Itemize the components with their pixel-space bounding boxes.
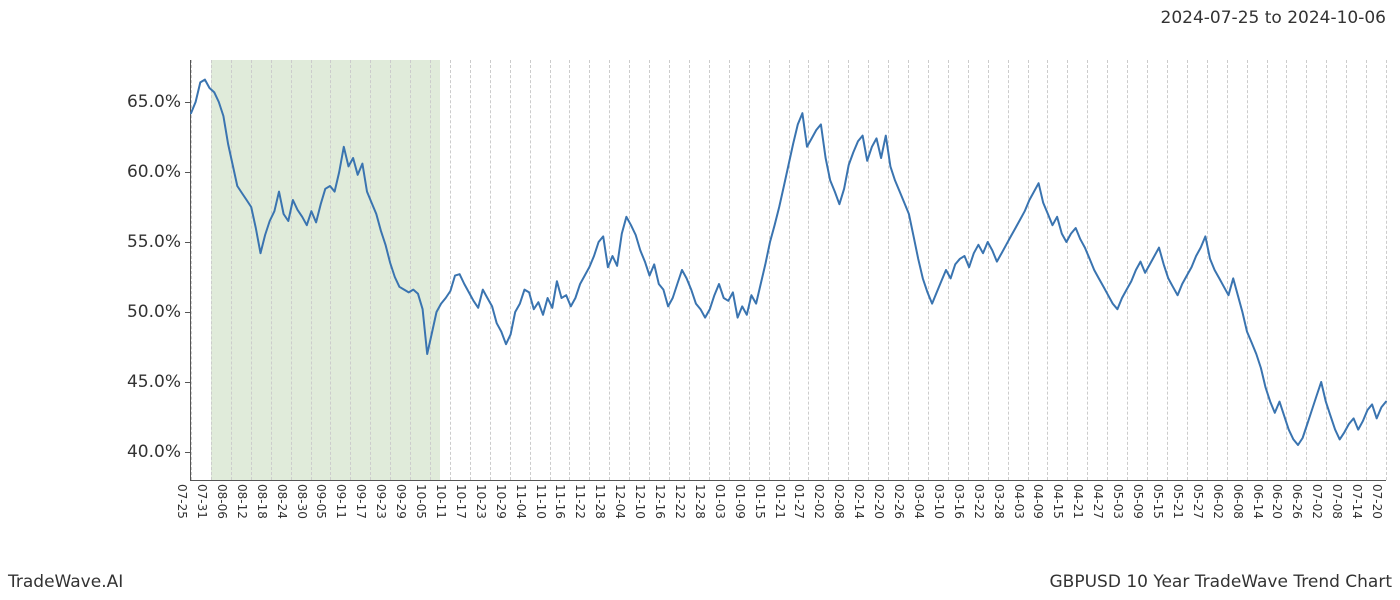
xtick-label: 11-28 bbox=[593, 484, 607, 519]
ytick-label: 55.0% bbox=[127, 232, 191, 252]
xtick-label: 03-22 bbox=[972, 484, 986, 519]
series-line bbox=[191, 60, 1386, 480]
xtick-label: 03-04 bbox=[912, 484, 926, 519]
xtick-label: 07-20 bbox=[1370, 484, 1384, 519]
xtick-label: 12-16 bbox=[653, 484, 667, 519]
ytick-label: 50.0% bbox=[127, 302, 191, 322]
xtick-label: 03-16 bbox=[952, 484, 966, 519]
xtick-label: 08-12 bbox=[235, 484, 249, 519]
xtick-label: 06-20 bbox=[1270, 484, 1284, 519]
xtick-label: 06-08 bbox=[1231, 484, 1245, 519]
xtick-label: 10-29 bbox=[494, 484, 508, 519]
ytick-label: 65.0% bbox=[127, 92, 191, 112]
xtick-label: 02-14 bbox=[852, 484, 866, 519]
xtick-label: 07-14 bbox=[1350, 484, 1364, 519]
xtick-label: 05-21 bbox=[1171, 484, 1185, 519]
xtick-label: 08-18 bbox=[255, 484, 269, 519]
xtick-label: 09-11 bbox=[334, 484, 348, 519]
xtick-label: 04-03 bbox=[1012, 484, 1026, 519]
xtick-label: 12-10 bbox=[633, 484, 647, 519]
xtick-label: 11-22 bbox=[573, 484, 587, 519]
xtick-label: 10-05 bbox=[414, 484, 428, 519]
xtick-label: 08-24 bbox=[275, 484, 289, 519]
xtick-label: 09-29 bbox=[394, 484, 408, 519]
xtick-label: 10-23 bbox=[474, 484, 488, 519]
xtick-label: 08-06 bbox=[215, 484, 229, 519]
chart-title: GBPUSD 10 Year TradeWave Trend Chart bbox=[1050, 572, 1393, 592]
xtick-label: 10-17 bbox=[454, 484, 468, 519]
xtick-label: 12-22 bbox=[673, 484, 687, 519]
xgridline bbox=[1386, 60, 1387, 480]
xtick-label: 06-14 bbox=[1251, 484, 1265, 519]
chart-container: 2024-07-25 to 2024-10-06 40.0%45.0%50.0%… bbox=[0, 0, 1400, 600]
xtick-label: 08-30 bbox=[295, 484, 309, 519]
xtick-label: 07-31 bbox=[195, 484, 209, 519]
xtick-label: 05-03 bbox=[1111, 484, 1125, 519]
xtick-label: 02-26 bbox=[892, 484, 906, 519]
xtick-label: 02-08 bbox=[832, 484, 846, 519]
xtick-label: 09-17 bbox=[354, 484, 368, 519]
xtick-label: 07-02 bbox=[1310, 484, 1324, 519]
xtick-label: 01-09 bbox=[733, 484, 747, 519]
xtick-label: 04-21 bbox=[1071, 484, 1085, 519]
xtick-label: 03-28 bbox=[992, 484, 1006, 519]
brand-label: TradeWave.AI bbox=[8, 572, 123, 592]
xtick-label: 03-10 bbox=[932, 484, 946, 519]
xtick-label: 05-15 bbox=[1151, 484, 1165, 519]
plot-area: 40.0%45.0%50.0%55.0%60.0%65.0%07-2507-31… bbox=[190, 60, 1386, 481]
ytick-label: 40.0% bbox=[127, 442, 191, 462]
xtick-label: 07-08 bbox=[1330, 484, 1344, 519]
xtick-label: 06-02 bbox=[1211, 484, 1225, 519]
xtick-label: 11-10 bbox=[534, 484, 548, 519]
xtick-label: 11-16 bbox=[553, 484, 567, 519]
xtick-label: 05-27 bbox=[1191, 484, 1205, 519]
xtick-label: 09-05 bbox=[314, 484, 328, 519]
xtick-label: 04-15 bbox=[1051, 484, 1065, 519]
series-path bbox=[191, 80, 1386, 445]
xtick-label: 10-11 bbox=[434, 484, 448, 519]
xtick-label: 06-26 bbox=[1290, 484, 1304, 519]
xtick-label: 05-09 bbox=[1131, 484, 1145, 519]
xtick-label: 02-02 bbox=[812, 484, 826, 519]
date-range-label: 2024-07-25 to 2024-10-06 bbox=[1161, 8, 1386, 28]
xtick-label: 01-27 bbox=[792, 484, 806, 519]
xtick-label: 04-09 bbox=[1031, 484, 1045, 519]
xtick-label: 01-21 bbox=[773, 484, 787, 519]
xtick-label: 04-27 bbox=[1091, 484, 1105, 519]
xtick-label: 01-03 bbox=[713, 484, 727, 519]
xtick-label: 12-28 bbox=[693, 484, 707, 519]
xtick-label: 09-23 bbox=[374, 484, 388, 519]
ytick-label: 45.0% bbox=[127, 372, 191, 392]
xtick-label: 01-15 bbox=[753, 484, 767, 519]
xtick-label: 02-20 bbox=[872, 484, 886, 519]
xtick-label: 07-25 bbox=[175, 484, 189, 519]
ytick-label: 60.0% bbox=[127, 162, 191, 182]
xtick-label: 11-04 bbox=[514, 484, 528, 519]
xtick-label: 12-04 bbox=[613, 484, 627, 519]
